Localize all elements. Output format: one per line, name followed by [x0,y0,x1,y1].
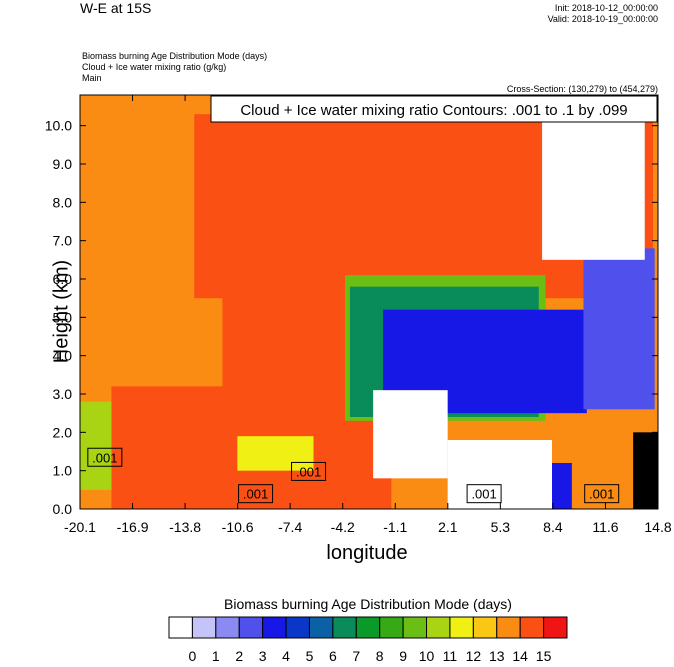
init-time: Init: 2018-10-12_00:00:00 [554,3,658,13]
y-tick-label: 7.0 [53,233,73,249]
contour-label-box [87,447,123,467]
valid-time: Valid: 2018-10-19_00:00:00 [547,14,658,24]
x-tick-label: -7.4 [278,519,302,535]
colorbar-swatch [543,616,568,639]
contour-label: .001 [296,464,321,479]
contour-label-box [238,484,274,504]
field-description-domain: Main [82,73,102,83]
contour-label: .001 [243,487,268,502]
colorbar-swatch [426,616,451,639]
colorbar-label: 10 [419,648,435,664]
colorbar-swatch [472,616,498,639]
x-tick-label: -10.6 [222,519,254,535]
contour-title-box: Cloud + Ice water mixing ratio Contours:… [210,95,658,123]
colorbar-swatch [191,616,217,639]
colorbar-swatch [496,616,521,639]
y-tick-label: 3.0 [53,386,73,402]
colorbar-label: 7 [352,648,360,664]
y-tick-label: 0.0 [53,501,73,517]
x-tick-label: 8.4 [543,519,563,535]
colorbar-label: 5 [306,648,314,664]
x-tick-label: 14.8 [644,519,671,535]
contour-title: Cloud + Ice water mixing ratio Contours:… [240,102,627,119]
contour-label-box [291,461,327,481]
y-tick-label: 5.0 [53,309,73,325]
x-tick-label: -16.9 [117,519,149,535]
region-fresh-air-west [373,390,448,479]
x-tick-label: 5.3 [491,519,511,535]
region-blue-column [552,463,572,509]
contour-label-box [584,484,620,504]
region-east-age-3 [583,248,655,410]
region-low-age-12 [237,436,314,471]
plot-frame [79,94,659,510]
colorbar-swatch [308,616,334,639]
x-tick-label: 11.6 [592,519,618,535]
colorbar-label: 15 [536,648,552,664]
y-axis-label: Height (km) [50,259,73,364]
colorbar-swatch [215,616,240,639]
region-fresh-air-east-lower [447,440,553,509]
colorbar-swatch [332,616,357,639]
colorbar-label: 11 [443,648,458,664]
x-tick-label: -13.8 [169,519,201,535]
y-tick-label: 4.0 [53,348,73,364]
colorbar-title: Biomass burning Age Distribution Mode (d… [224,596,512,612]
colorbar-swatch [379,616,404,639]
colorbar-label: 14 [512,648,528,664]
contour-label: .001 [92,450,117,465]
cross-section-label: Cross-Section: (130,279) to (454,279) [506,84,658,94]
x-tick-label: -1.1 [383,519,407,535]
colorbar-label: 3 [259,648,267,664]
x-tick-label: -4.2 [331,519,355,535]
x-axis-label: longitude [326,542,408,564]
colorbar-label: 9 [399,648,407,664]
colorbar-label: 6 [329,648,337,664]
region-coastal-age-11 [80,401,112,490]
colorbar-swatch [402,616,428,639]
y-tick-label: 10.0 [45,118,72,134]
colorbar-swatch [168,616,193,639]
colorbar-label: 12 [466,648,482,664]
colorbar-label: 8 [376,648,384,664]
y-tick-label: 2.0 [53,424,73,440]
y-tick-label: 6.0 [53,271,73,287]
x-tick-label: 2.1 [438,519,458,535]
x-tick-label: -20.1 [64,519,96,535]
field-description-age: Biomass burning Age Distribution Mode (d… [82,51,268,61]
page-title: W-E at 15S [80,0,152,16]
colorbar-label: 2 [235,648,243,664]
contour-label: .001 [589,487,614,502]
colorbar-swatch [519,616,545,639]
field-description-cloud: Cloud + Ice water mixing ratio (g/kg) [82,62,227,72]
colorbar-label: 4 [282,648,290,664]
colorbar-label: 1 [212,648,220,664]
y-tick-label: 1.0 [53,463,73,479]
colorbar-swatch [355,616,381,639]
y-tick-label: 8.0 [53,194,73,210]
contour-label: .001 [471,487,496,502]
contour-label-box [466,484,502,504]
colorbar-label: 0 [189,648,197,664]
colorbar-swatch [238,616,264,639]
colorbar-swatch [449,616,474,639]
y-tick-label: 9.0 [53,156,73,172]
colorbar-swatch [262,616,287,639]
colorbar-swatch [285,616,310,639]
colorbar-label: 13 [489,648,505,664]
